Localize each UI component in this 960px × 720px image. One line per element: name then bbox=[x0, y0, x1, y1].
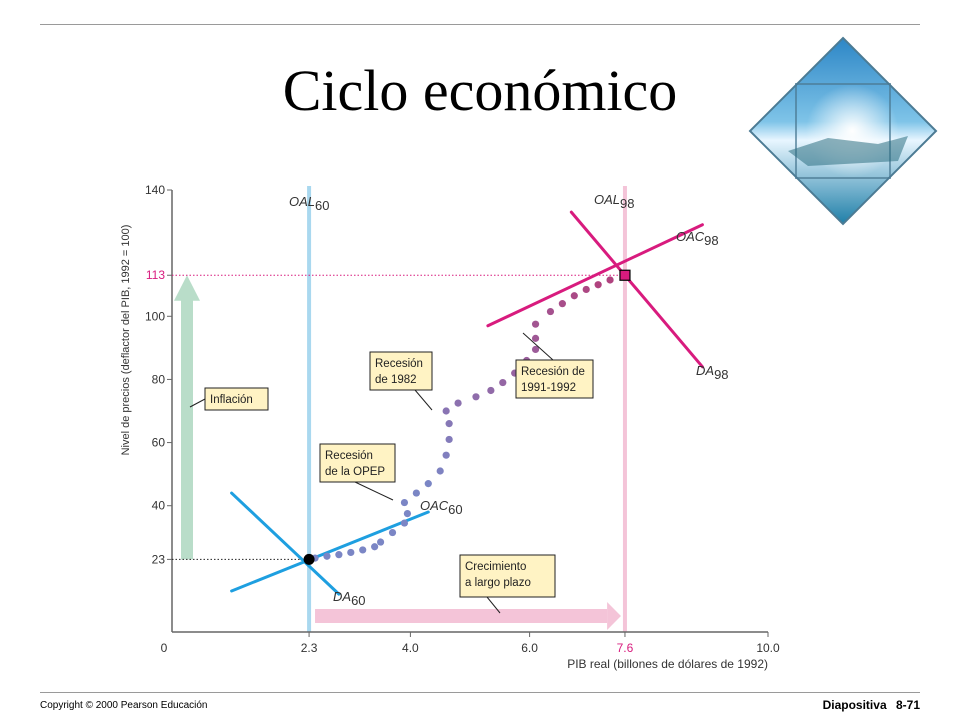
callout-r1982-leader bbox=[414, 389, 433, 411]
callout-r1982-box bbox=[369, 351, 433, 391]
y-tick-label: 113 bbox=[146, 268, 165, 282]
path-dot bbox=[323, 552, 331, 560]
y-tick-label: 100 bbox=[145, 309, 165, 323]
callout-r1982: Recesión de 1982 bbox=[369, 351, 433, 411]
path-dot bbox=[400, 498, 409, 507]
start-point bbox=[303, 553, 315, 565]
inflation-arrow-shaft bbox=[181, 298, 193, 560]
path-dot bbox=[412, 489, 420, 497]
inflation-arrow bbox=[174, 275, 200, 560]
callout-r1982-text: de 1982 bbox=[375, 374, 417, 386]
bottom-rule bbox=[40, 692, 920, 693]
x-tick-label: 10.0 bbox=[756, 641, 780, 655]
callout-opec: Recesión de la OPEP bbox=[319, 443, 396, 501]
path-dot bbox=[594, 281, 602, 289]
callout-growth-text: Crecimiento bbox=[465, 561, 526, 573]
oal-98-label: OAL98 bbox=[594, 192, 634, 211]
callout-growth: Crecimiento a largo plazo bbox=[459, 554, 556, 614]
oac-98-line bbox=[486, 223, 704, 328]
path-dot bbox=[377, 538, 385, 546]
path-dot bbox=[400, 519, 409, 527]
da-98-label: DA98 bbox=[696, 363, 729, 382]
callout-inflation-box bbox=[204, 387, 269, 411]
y-tick-label: 140 bbox=[145, 183, 165, 197]
callout-r1991-leader bbox=[522, 332, 554, 361]
y-axis-label: Nivel de precios (deflactor del PIB, 199… bbox=[120, 225, 132, 456]
growth-arrow-head bbox=[607, 602, 621, 630]
path-dot bbox=[359, 546, 367, 554]
y-tick-label: 80 bbox=[152, 372, 166, 386]
path-dot bbox=[558, 300, 566, 308]
path-dot bbox=[347, 548, 355, 557]
da-60-label: DA60 bbox=[333, 589, 366, 608]
path-dot bbox=[531, 320, 540, 328]
callout-r1991-text: 1991-1992 bbox=[521, 382, 576, 394]
path-dot bbox=[570, 292, 578, 300]
da-60-line bbox=[230, 491, 341, 596]
callout-growth-box bbox=[459, 554, 556, 598]
callout-opec-box bbox=[319, 443, 396, 483]
callout-inflation: Inflación bbox=[189, 387, 269, 411]
path-dot bbox=[487, 386, 495, 395]
callout-growth-leader bbox=[486, 596, 501, 614]
path-dot bbox=[472, 393, 480, 401]
x-axis-label: PIB real (billones de dólares de 1992) bbox=[567, 657, 768, 671]
callout-opec-text: de la OPEP bbox=[325, 466, 385, 478]
path-dot bbox=[606, 276, 614, 284]
y-tick-label: 23 bbox=[152, 552, 166, 566]
oac-98-label: OAC98 bbox=[676, 229, 719, 248]
y-tick-label: 60 bbox=[152, 436, 166, 450]
slide-number-value: 8-71 bbox=[895, 698, 920, 712]
path-dot bbox=[531, 345, 540, 354]
slide-number-label: Diapositiva bbox=[822, 698, 887, 712]
path-dot bbox=[424, 480, 432, 488]
path-dot bbox=[445, 435, 453, 444]
inflation-arrow-head bbox=[174, 275, 200, 301]
path-dot bbox=[335, 551, 343, 559]
callout-opec-leader bbox=[354, 481, 394, 501]
growth-arrow-shaft bbox=[315, 609, 608, 623]
growth-arrow bbox=[315, 602, 621, 630]
path-dot bbox=[445, 420, 453, 428]
da-98-line bbox=[569, 210, 704, 369]
slide-title: Ciclo económico bbox=[282, 58, 678, 123]
callout-r1982-text: Recesión bbox=[375, 358, 423, 370]
x-tick-label: 6.0 bbox=[521, 641, 538, 655]
x-tick-label: 0 bbox=[161, 641, 168, 655]
x-tick-label: 2.3 bbox=[301, 641, 318, 655]
path-dot bbox=[371, 543, 379, 551]
path-dot bbox=[403, 510, 412, 518]
oal-60-label: OAL60 bbox=[289, 194, 329, 213]
path-dot bbox=[499, 378, 507, 387]
path-dot bbox=[454, 399, 462, 407]
path-dot bbox=[546, 307, 555, 316]
logo-image bbox=[748, 36, 938, 226]
x-tick-label: 7.6 bbox=[617, 641, 634, 655]
callout-inflation-text: Inflación bbox=[210, 394, 253, 406]
path-dot bbox=[442, 451, 450, 459]
callout-r1991-box bbox=[515, 359, 594, 399]
y-tick-label: 40 bbox=[152, 499, 166, 513]
path-dot bbox=[436, 467, 444, 475]
callout-r1991-text: Recesión de bbox=[521, 366, 585, 378]
path-dot bbox=[531, 334, 540, 342]
callout-inflation-leader bbox=[189, 398, 206, 408]
end-point bbox=[619, 269, 631, 281]
callout-opec-text: Recesión bbox=[325, 450, 373, 462]
copyright-text: Copyright © 2000 Pearson Educación bbox=[40, 700, 208, 711]
x-tick-label: 4.0 bbox=[402, 641, 419, 655]
oac-60-label: OAC60 bbox=[420, 498, 463, 517]
top-rule bbox=[40, 24, 920, 25]
path-dot bbox=[442, 407, 450, 415]
oac-60-line bbox=[230, 510, 430, 593]
callout-growth-text: a largo plazo bbox=[465, 577, 531, 589]
slide-number: Diapositiva 8-71 bbox=[823, 698, 920, 712]
callout-r1991: Recesión de 1991-1992 bbox=[515, 332, 594, 399]
path-dot bbox=[388, 528, 397, 537]
path-dot bbox=[582, 285, 590, 294]
